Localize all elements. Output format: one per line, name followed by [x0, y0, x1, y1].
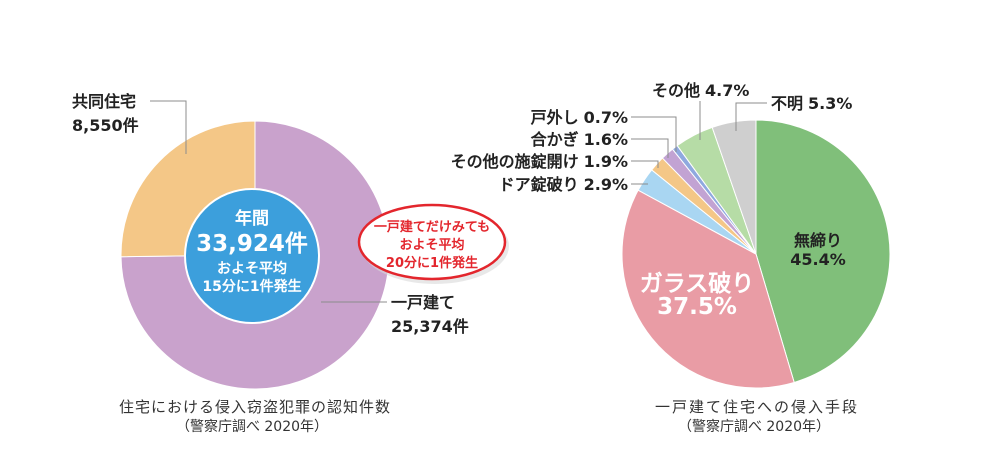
- other-value-label: 4.7%: [705, 81, 749, 100]
- door-removal-label: 戸外し 0.7%: [531, 108, 628, 127]
- right-pie-chart: 無締り 45.4% ガラス破り 37.5% 不明 5.3% その他 4.7% 戸外し…: [451, 81, 891, 435]
- leader-line-other-lock-opening: [631, 160, 659, 168]
- center-note-line1: およそ平均: [217, 260, 287, 277]
- other-lock-opening-value-label: 1.9%: [584, 152, 628, 171]
- door-lock-breaking-label-name: ドア錠破り: [499, 175, 579, 194]
- left-caption: 住宅における侵入窃盗犯罪の認知件数: [119, 398, 391, 416]
- other-label-name: その他: [652, 81, 700, 100]
- other-lock-opening-label-name: その他の施錠開け: [451, 152, 579, 171]
- unknown-label-name: 不明: [771, 94, 803, 113]
- other-lock-opening-label: その他の施錠開け 1.9%: [451, 152, 628, 171]
- unknown-label: 不明 5.3%: [771, 94, 852, 113]
- unknown-value-label: 5.3%: [808, 94, 852, 113]
- right-source: （警察庁調べ 2020年）: [678, 418, 830, 435]
- door-removal-value-label: 0.7%: [584, 108, 628, 127]
- slice-glass-breaking: [621, 189, 795, 389]
- callout-line3: 20分に1件発生: [386, 255, 478, 271]
- unlocked-label: 無締り: [794, 231, 842, 250]
- glass-breaking-value-label: 37.5%: [657, 294, 737, 320]
- slice-unknown: [711, 119, 757, 255]
- detached-house-value-label: 25,374件: [391, 317, 469, 336]
- duplicate-key-label-name: 合かぎ: [531, 130, 579, 149]
- leader-line-unknown: [735, 102, 767, 131]
- unlocked-value-label: 45.4%: [790, 250, 846, 269]
- center-total-circle: [184, 188, 320, 324]
- callout-line1: 一戸建てだけみても: [374, 219, 490, 235]
- apartment-label: 共同住宅: [72, 92, 136, 111]
- duplicate-key-value-label: 1.6%: [584, 130, 628, 149]
- leader-line-door-removal: [631, 116, 677, 152]
- other-label: その他 4.7%: [652, 81, 749, 100]
- left-pie-chart: 年間 33,924件 およそ平均 15分に1件発生 共同住宅 8,550件 一戸…: [72, 92, 509, 435]
- left-source: （警察庁調べ 2020年）: [176, 418, 328, 435]
- apartment-value-label: 8,550件: [72, 116, 139, 135]
- duplicate-key-label: 合かぎ 1.6%: [531, 130, 628, 149]
- door-lock-breaking-value-label: 2.9%: [584, 175, 628, 194]
- door-lock-breaking-label: ドア錠破り 2.9%: [499, 175, 628, 194]
- glass-breaking-label: ガラス破り: [640, 270, 755, 297]
- callout-bubble: 一戸建てだけみても およそ平均 20分に1件発生: [357, 203, 509, 284]
- leader-line-apartment: [150, 100, 187, 154]
- center-note-line2: 15分に1件発生: [202, 278, 301, 295]
- center-heading: 年間: [235, 208, 269, 229]
- door-removal-label-name: 戸外し: [531, 108, 579, 127]
- callout-line2: およそ平均: [399, 237, 464, 253]
- leader-line-duplicate-key: [631, 138, 669, 158]
- detached-house-label: 一戸建て: [391, 293, 455, 312]
- center-total: 33,924件: [196, 231, 308, 257]
- right-caption: 一戸建て住宅への侵入手段: [655, 398, 859, 416]
- slice-unlocked: [755, 119, 891, 384]
- callout-outline: [357, 203, 507, 281]
